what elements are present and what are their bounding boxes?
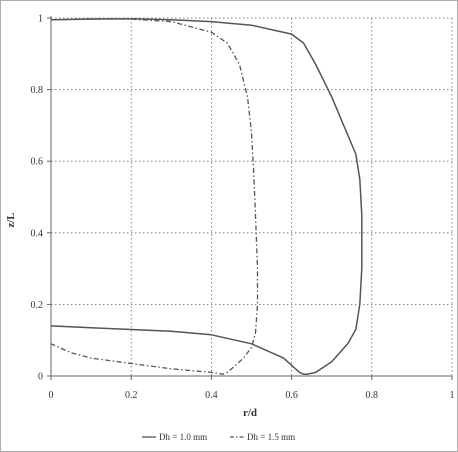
y-tick-label: 0.8 bbox=[31, 85, 44, 96]
x-tick-label: 0.6 bbox=[285, 390, 298, 401]
y-tick-label: 0.4 bbox=[31, 228, 44, 239]
legend-item-2: Dh = 1.5 mm bbox=[230, 432, 295, 442]
x-tick-label: 0 bbox=[49, 390, 54, 401]
legend-label: Dh = 1.5 mm bbox=[247, 432, 295, 442]
y-axis-label: z/L bbox=[5, 212, 17, 227]
x-tick-label: 1 bbox=[450, 390, 455, 401]
series-line-2 bbox=[50, 18, 259, 375]
legend: Dh = 1.0 mm Dh = 1.5 mm bbox=[142, 432, 295, 442]
y-tick-label: 0.2 bbox=[31, 300, 44, 311]
y-tick-label: 0.6 bbox=[31, 157, 44, 168]
y-tick-label: 0 bbox=[38, 372, 43, 383]
legend-label: Dh = 1.0 mm bbox=[159, 432, 207, 442]
tick-labels: 0 0.2 0.4 0.6 0.8 1 0 0.2 0.4 0.6 0.8 1 bbox=[31, 14, 455, 402]
y-tick-label: 1 bbox=[38, 14, 43, 25]
x-tick-label: 0.8 bbox=[366, 390, 379, 401]
x-axis-label: r/d bbox=[243, 407, 257, 419]
grid bbox=[51, 17, 453, 376]
axes bbox=[47, 16, 453, 380]
plot-area bbox=[50, 17, 363, 375]
legend-item-1: Dh = 1.0 mm bbox=[142, 432, 207, 442]
x-tick-label: 0.2 bbox=[125, 390, 138, 401]
x-tick-label: 0.4 bbox=[205, 390, 218, 401]
series-line-1 bbox=[50, 17, 363, 375]
